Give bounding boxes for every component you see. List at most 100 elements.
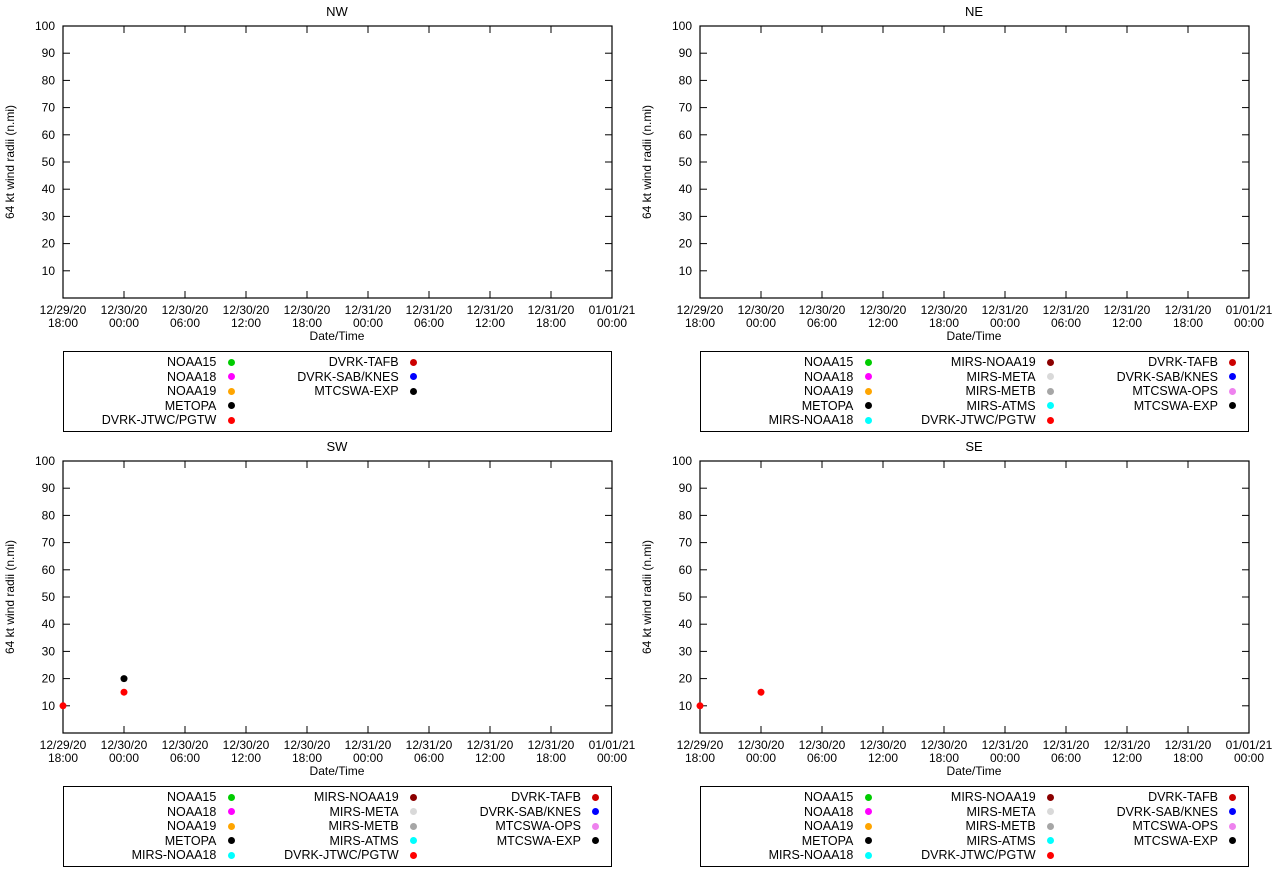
x-tick-date-label: 12/30/20 [860, 738, 907, 752]
x-tick-time-label: 18:00 [292, 751, 322, 765]
chart-title: NW [326, 4, 348, 19]
legend-grid: NOAA15 NOAA18 NOAA19 METOPA DVRK-JTWC/PGTW DV… [64, 355, 611, 428]
legend-entry: MTCSWA-OPS [1066, 819, 1248, 834]
x-tick-time-label: 18:00 [1173, 316, 1203, 330]
legend-entry: NOAA18 [64, 805, 246, 820]
legend-dot-icon [227, 387, 235, 395]
y-axis-label: 64 kt wind radii (n.mi) [640, 540, 654, 654]
legend-dot-icon [864, 837, 872, 845]
legend-entry: DVRK-TAFB [246, 355, 428, 370]
y-tick-label: 30 [42, 209, 56, 223]
legend-entry: NOAA19 [64, 819, 246, 834]
y-tick-label: 20 [679, 237, 693, 251]
legend-entry: MIRS-METB [883, 384, 1065, 399]
x-tick-time-label: 00:00 [1234, 751, 1264, 765]
legend-entry: DVRK-SAB/KNES [246, 370, 428, 385]
legend-entry: NOAA15 [64, 790, 246, 805]
x-tick-time-label: 00:00 [597, 316, 627, 330]
legend-entry: MIRS-META [883, 370, 1065, 385]
x-tick-date-label: 12/31/20 [467, 303, 514, 317]
legend-label: METOPA [801, 833, 854, 848]
legend-label: DVRK-TAFB [328, 355, 399, 369]
legend-dot-icon [410, 373, 418, 381]
legend-entry: MIRS-NOAA19 [883, 355, 1065, 370]
plot-area: 10203040506070809010012/29/2018:0012/30/… [672, 19, 1273, 330]
y-tick-label: 10 [42, 264, 56, 278]
x-tick-time-label: 12:00 [1112, 751, 1142, 765]
legend-entry: MTCSWA-OPS [429, 819, 611, 834]
x-tick-date-label: 12/30/20 [284, 303, 331, 317]
sw-legend-box: NOAA15 NOAA18 NOAA19 METOPA MIRS-NOAA18 MIRS-… [63, 786, 612, 867]
x-tick-date-label: 01/01/21 [1226, 303, 1273, 317]
legend-entry: NOAA15 [701, 790, 883, 805]
y-tick-label: 90 [42, 46, 56, 60]
legend-entry: NOAA19 [701, 384, 883, 399]
x-tick-date-label: 12/30/20 [799, 303, 846, 317]
legend-label: DVRK-TAFB [1148, 355, 1218, 369]
legend-label: MTCSWA-EXP [1133, 398, 1218, 413]
legend-entry: MIRS-ATMS [883, 399, 1065, 414]
y-tick-label: 40 [42, 182, 56, 196]
y-axis-label: 64 kt wind radii (n.mi) [3, 105, 17, 219]
y-tick-label: 50 [42, 155, 56, 169]
legend-entry: METOPA [64, 834, 246, 849]
plot-area: 10203040506070809010012/29/2018:0012/30/… [35, 19, 636, 330]
x-tick-date-label: 12/31/20 [982, 738, 1029, 752]
y-tick-label: 90 [679, 481, 693, 495]
legend-entry: NOAA18 [701, 805, 883, 820]
legend-dot-icon [1229, 387, 1237, 395]
x-tick-time-label: 12:00 [475, 751, 505, 765]
legend-label: DVRK-TAFB [1148, 790, 1218, 804]
legend-label: MIRS-NOAA18 [768, 413, 854, 427]
legend-label: MTCSWA-OPS [1132, 384, 1218, 398]
legend-label: NOAA15 [166, 355, 217, 369]
legend-label: DVRK-TAFB [511, 790, 581, 804]
y-tick-label: 60 [679, 563, 693, 577]
y-tick-label: 30 [679, 644, 693, 658]
legend-entry: METOPA [701, 834, 883, 849]
legend-dot-icon [410, 808, 418, 816]
x-tick-time-label: 18:00 [536, 316, 566, 330]
plot-border [699, 25, 1250, 299]
legend-label: DVRK-JTWC/PGTW [921, 848, 1036, 862]
legend-dot-icon [864, 416, 872, 424]
legend-dot-icon [864, 822, 872, 830]
x-tick-date-label: 12/30/20 [284, 738, 331, 752]
legend-dot-icon [227, 793, 235, 801]
x-tick-time-label: 12:00 [868, 751, 898, 765]
x-tick-date-label: 12/31/20 [1104, 303, 1151, 317]
y-tick-label: 40 [679, 617, 693, 631]
x-tick-time-label: 00:00 [353, 316, 383, 330]
legend-label: MIRS-METB [965, 819, 1036, 833]
y-tick-label: 40 [42, 617, 56, 631]
data-point [757, 688, 765, 696]
legend-entry: MTCSWA-EXP [246, 384, 428, 399]
nw-chart-canvas: NW Date/Time 64 kt wind radii (n.mi) 10 2… [3, 4, 636, 343]
y-tick-label: 50 [679, 155, 693, 169]
legend-entry: DVRK-TAFB [429, 790, 611, 805]
y-tick-label: 80 [42, 73, 56, 87]
y-tick-label: 80 [679, 508, 693, 522]
legend-dot-icon [410, 358, 418, 366]
x-tick-time-label: 18:00 [48, 751, 78, 765]
y-tick-label: 90 [42, 481, 56, 495]
ne-legend-box: NOAA15 NOAA18 NOAA19 METOPA MIRS-NOAA18 MIRS-… [700, 351, 1249, 432]
y-tick-label: 100 [35, 454, 55, 468]
legend-dot-icon [1047, 837, 1055, 845]
legend-label: MIRS-METB [328, 819, 399, 833]
legend-entry: METOPA [64, 399, 246, 414]
x-tick-time-label: 06:00 [1051, 751, 1081, 765]
x-tick-date-label: 12/29/20 [677, 738, 724, 752]
x-tick-date-label: 12/31/20 [1043, 303, 1090, 317]
legend-label: MIRS-METB [965, 384, 1036, 398]
legend-label: MIRS-NOAA19 [313, 790, 399, 804]
y-tick-label: 20 [42, 237, 56, 251]
legend-entry: MIRS-ATMS [246, 834, 428, 849]
legend-label: MIRS-NOAA19 [950, 790, 1036, 804]
legend-label: MIRS-META [329, 804, 399, 819]
legend-entry: METOPA [701, 399, 883, 414]
legend-entry: NOAA15 [701, 355, 883, 370]
legend-entry: DVRK-SAB/KNES [429, 805, 611, 820]
y-tick-label: 90 [679, 46, 693, 60]
panel-se: SE Date/Time 64 kt wind radii (n.mi) 10 2… [637, 435, 1274, 870]
